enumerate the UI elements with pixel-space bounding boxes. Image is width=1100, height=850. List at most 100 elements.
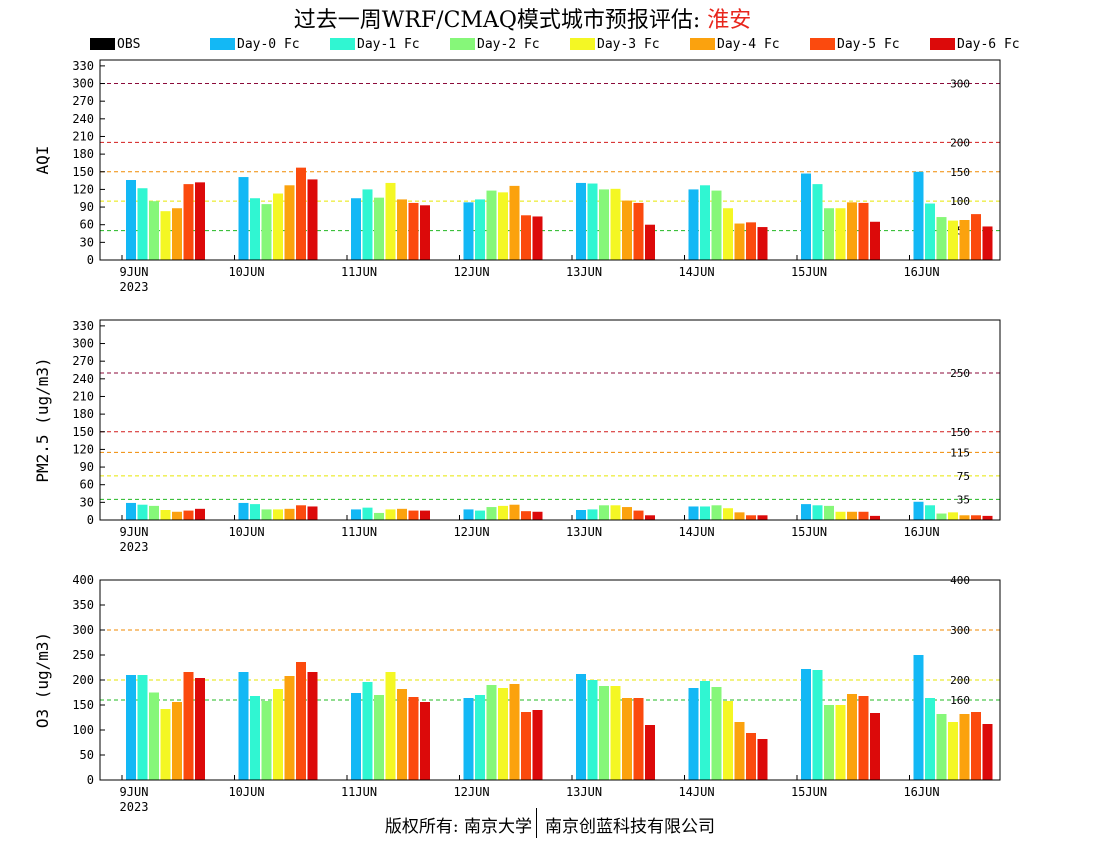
- threshold-label: 300: [950, 78, 970, 91]
- bar: [261, 701, 272, 780]
- bar: [925, 203, 935, 260]
- y-tick-label: 90: [80, 200, 94, 214]
- bar: [847, 202, 857, 260]
- threshold-label: 150: [950, 166, 970, 179]
- bar: [273, 689, 283, 780]
- footer: 版权所有: 南京大学 南京创蓝科技有限公司: [0, 808, 1100, 838]
- legend-item: Day-3 Fc: [570, 36, 660, 52]
- y-tick-label: 150: [72, 425, 94, 439]
- bar: [835, 511, 846, 520]
- y-tick-label: 30: [80, 235, 94, 249]
- x-tick-label: 16JUN: [903, 785, 939, 799]
- chart-panel: 5010015020030003060901201501802102402703…: [33, 59, 1001, 294]
- y-tick-label: 350: [72, 598, 94, 612]
- bar: [711, 687, 722, 780]
- y-tick-label: 240: [72, 372, 94, 386]
- bar: [711, 505, 722, 520]
- bar: [870, 515, 880, 520]
- x-tick-label: 13JUN: [566, 785, 602, 799]
- bar: [746, 222, 756, 260]
- bar: [509, 684, 520, 780]
- y-tick-label: 50: [80, 748, 94, 762]
- bar: [824, 505, 834, 520]
- bar: [284, 676, 295, 780]
- y-tick-label: 150: [72, 698, 94, 712]
- y-tick-label: 120: [72, 182, 94, 196]
- legend-label: Day-2 Fc: [477, 36, 540, 52]
- bar: [498, 688, 508, 780]
- plot-frame: [99, 319, 1001, 521]
- legend-swatch: [570, 38, 595, 50]
- bar: [273, 193, 283, 260]
- bar: [599, 686, 609, 780]
- y-tick-label: 400: [72, 573, 94, 587]
- bar: [723, 508, 733, 520]
- bar: [137, 675, 148, 780]
- bar: [959, 714, 970, 780]
- bar: [408, 697, 419, 780]
- bar: [137, 504, 148, 520]
- x-tick-label: 15JUN: [791, 265, 827, 279]
- bar: [183, 672, 194, 780]
- x-year-label: 2023: [120, 280, 149, 294]
- bar: [610, 686, 621, 780]
- x-tick-label: 13JUN: [566, 265, 602, 279]
- y-tick-label: 90: [80, 460, 94, 474]
- x-tick-label: 13JUN: [566, 525, 602, 539]
- x-tick-label: 9JUN: [120, 265, 149, 279]
- y-tick-label: 240: [72, 112, 94, 126]
- title-text: 过去一周WRF/CMAQ模式城市预报评估:: [293, 8, 708, 33]
- y-tick-label: 60: [80, 478, 94, 492]
- bar: [351, 509, 361, 520]
- legend-item: Day-5 Fc: [810, 36, 900, 52]
- bar: [959, 515, 970, 520]
- y-axis-label: AQI: [33, 146, 52, 175]
- bar: [824, 208, 834, 260]
- legend-swatch: [210, 38, 235, 50]
- bar: [307, 672, 318, 780]
- bar: [688, 506, 699, 520]
- bar: [397, 689, 407, 780]
- legend-swatch: [930, 38, 955, 50]
- bar: [420, 205, 430, 260]
- bar: [913, 501, 924, 520]
- bar: [521, 712, 531, 780]
- legend-item: Day-1 Fc: [330, 36, 420, 52]
- x-tick-label: 16JUN: [903, 525, 939, 539]
- footer-separator: [536, 808, 537, 838]
- bar: [746, 733, 756, 780]
- bar: [982, 226, 993, 260]
- bar: [521, 215, 531, 260]
- legend-label: Day-3 Fc: [597, 36, 660, 52]
- y-tick-label: 30: [80, 495, 94, 509]
- bar: [812, 184, 823, 260]
- bar: [160, 211, 171, 260]
- x-year-label: 2023: [120, 800, 149, 814]
- bar: [858, 202, 869, 260]
- bar: [587, 183, 598, 260]
- bar: [307, 506, 318, 520]
- x-tick-label: 10JUN: [228, 265, 264, 279]
- bar: [633, 510, 644, 520]
- bar: [238, 672, 249, 780]
- bar: [982, 515, 993, 520]
- bar: [688, 688, 699, 780]
- bar: [700, 185, 710, 260]
- bar: [971, 214, 981, 260]
- company-label: 南京创蓝科技有限公司: [545, 817, 715, 837]
- threshold-label: 200: [950, 674, 970, 687]
- bar: [160, 510, 171, 520]
- bar: [183, 510, 194, 520]
- bar: [645, 725, 655, 780]
- bar: [126, 502, 136, 520]
- x-tick-label: 16JUN: [903, 265, 939, 279]
- bar: [835, 208, 846, 260]
- y-tick-label: 150: [72, 165, 94, 179]
- bar: [475, 199, 485, 260]
- bar: [847, 511, 857, 520]
- bar: [521, 511, 531, 520]
- bar: [183, 184, 194, 260]
- bar: [385, 509, 396, 520]
- legend-label: Day-5 Fc: [837, 36, 900, 52]
- x-tick-label: 15JUN: [791, 785, 827, 799]
